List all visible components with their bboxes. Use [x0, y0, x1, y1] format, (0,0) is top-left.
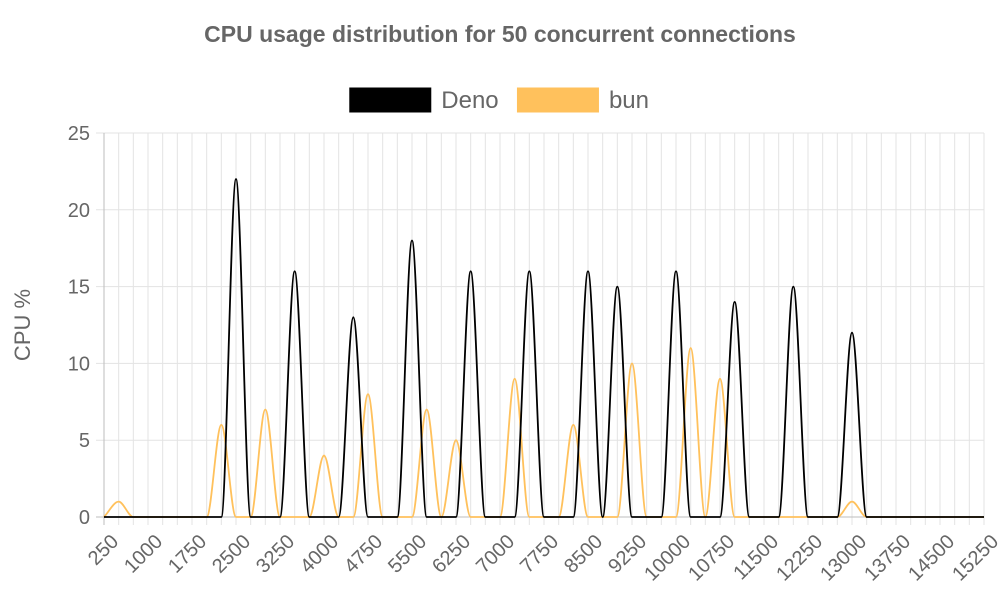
- x-tick: 15250: [948, 531, 1000, 586]
- x-tick: 10750: [684, 531, 739, 586]
- x-tick-label: 8500: [560, 531, 607, 578]
- x-tick: 8500: [560, 531, 607, 578]
- x-tick-label: 6250: [428, 531, 475, 578]
- x-tick-label: 3250: [252, 531, 299, 578]
- legend-label-bun: bun: [609, 87, 649, 114]
- x-tick-label: 13000: [816, 531, 871, 586]
- x-tick-label: 14500: [904, 531, 959, 586]
- x-tick-label: 13750: [860, 531, 915, 586]
- legend-item-bun[interactable]: bun: [516, 87, 649, 114]
- y-axis-ticks: 0 5 10 15 20 25: [68, 123, 90, 529]
- x-tick-label: 12250: [772, 531, 827, 586]
- x-tick: 13000: [816, 531, 871, 586]
- x-tick: 7750: [516, 531, 563, 578]
- x-tick-label: 250: [84, 531, 123, 570]
- x-tick: 1750: [164, 531, 211, 578]
- x-tick-label: 5500: [384, 531, 431, 578]
- y-tick-label: 20: [68, 200, 90, 222]
- x-tick: 4750: [340, 531, 387, 578]
- x-tick-label: 10750: [684, 531, 739, 586]
- x-tick: 14500: [904, 531, 959, 586]
- legend-swatch-deno: [349, 87, 432, 113]
- x-tick-label: 1000: [120, 531, 167, 578]
- y-tick-label: 15: [68, 277, 90, 299]
- x-tick: 4000: [296, 531, 343, 578]
- x-tick: 11500: [729, 531, 783, 585]
- x-tick: 1000: [120, 531, 167, 578]
- y-tick-label: 10: [68, 353, 90, 375]
- x-tick: 6250: [428, 531, 475, 578]
- series-lines: [103, 178, 984, 518]
- legend[interactable]: Deno bun: [349, 87, 649, 114]
- chart-title: CPU usage distribution for 50 concurrent…: [204, 21, 796, 47]
- series-line-deno[interactable]: [104, 178, 984, 518]
- y-tick-label: 25: [68, 123, 90, 145]
- x-axis-ticks: 2501000175025003250400047505500625070007…: [84, 531, 1000, 586]
- x-tick-label: 4000: [296, 531, 343, 578]
- x-tick: 5500: [384, 531, 431, 578]
- legend-swatch-bun: [516, 87, 599, 113]
- x-tick-label: 15250: [948, 531, 1000, 586]
- x-tick-label: 11500: [729, 531, 783, 585]
- x-tick: 7000: [472, 531, 519, 578]
- x-tick-label: 7750: [516, 531, 563, 578]
- legend-item-deno[interactable]: Deno: [349, 87, 499, 114]
- x-tick: 3250: [252, 531, 299, 578]
- x-tick: 12250: [772, 531, 827, 586]
- x-tick-label: 7000: [472, 531, 519, 578]
- legend-label-deno: Deno: [441, 87, 498, 114]
- x-tick: 2500: [208, 531, 255, 578]
- x-tick-label: 2500: [208, 531, 255, 578]
- grid: [96, 132, 985, 525]
- y-tick-label: 0: [79, 507, 90, 529]
- x-tick: 10000: [640, 531, 695, 586]
- x-tick-label: 4750: [340, 531, 387, 578]
- x-tick: 250: [84, 531, 123, 570]
- x-tick-label: 10000: [640, 531, 695, 586]
- x-tick: 13750: [860, 531, 915, 586]
- x-tick-label: 1750: [164, 531, 211, 578]
- y-axis-title: CPU %: [10, 289, 35, 361]
- y-tick-label: 5: [79, 430, 90, 452]
